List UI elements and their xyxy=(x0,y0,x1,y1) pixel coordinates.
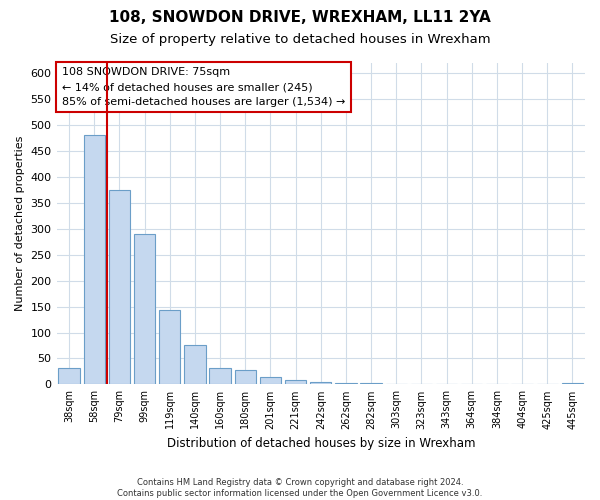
Bar xyxy=(109,190,130,384)
Bar xyxy=(310,382,331,384)
Bar xyxy=(562,383,583,384)
Bar xyxy=(285,380,307,384)
Y-axis label: Number of detached properties: Number of detached properties xyxy=(15,136,25,311)
X-axis label: Distribution of detached houses by size in Wrexham: Distribution of detached houses by size … xyxy=(167,437,475,450)
Text: Contains HM Land Registry data © Crown copyright and database right 2024.
Contai: Contains HM Land Registry data © Crown c… xyxy=(118,478,482,498)
Bar xyxy=(235,370,256,384)
Bar xyxy=(184,346,206,385)
Bar xyxy=(260,376,281,384)
Bar xyxy=(134,234,155,384)
Bar xyxy=(58,368,80,384)
Bar xyxy=(209,368,231,384)
Text: Size of property relative to detached houses in Wrexham: Size of property relative to detached ho… xyxy=(110,32,490,46)
Text: 108 SNOWDON DRIVE: 75sqm
← 14% of detached houses are smaller (245)
85% of semi-: 108 SNOWDON DRIVE: 75sqm ← 14% of detach… xyxy=(62,68,345,107)
Text: 108, SNOWDON DRIVE, WREXHAM, LL11 2YA: 108, SNOWDON DRIVE, WREXHAM, LL11 2YA xyxy=(109,10,491,25)
Bar xyxy=(83,135,105,384)
Bar xyxy=(159,310,181,384)
